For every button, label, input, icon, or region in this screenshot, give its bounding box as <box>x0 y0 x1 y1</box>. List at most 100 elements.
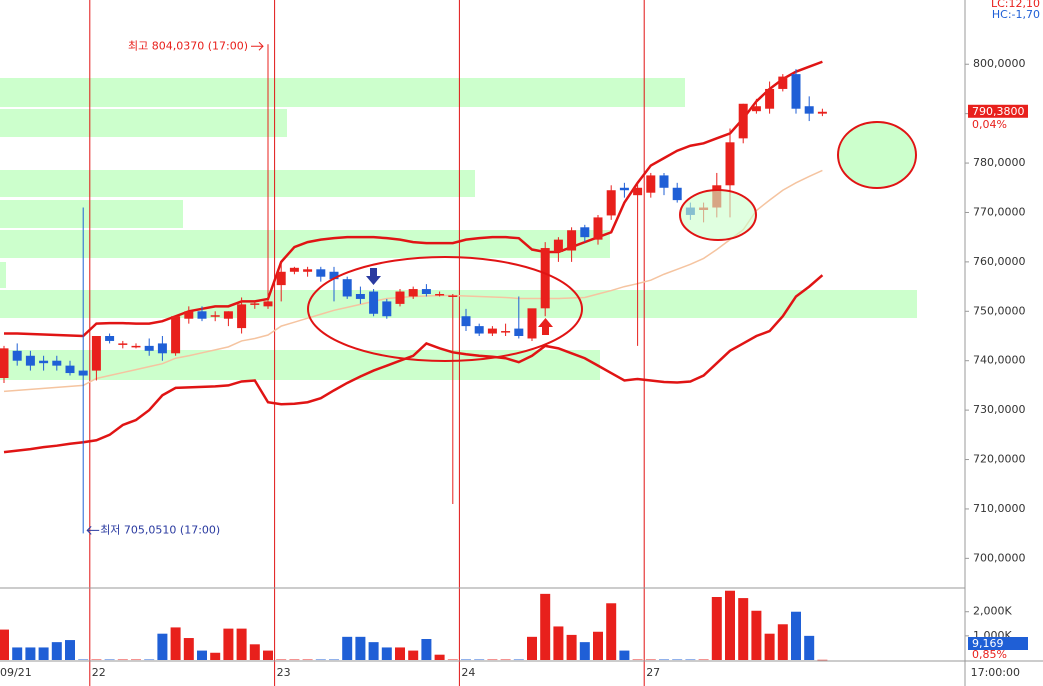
candle-body <box>250 303 260 305</box>
low-arrow <box>86 526 100 535</box>
y-tick-label: 710,0000 <box>973 502 1026 515</box>
hc-label: HC:-1,70 <box>992 8 1040 21</box>
x-tick-label: 23 <box>277 666 291 679</box>
zone <box>0 200 183 228</box>
volume-bar <box>698 659 709 661</box>
volume-bar <box>421 639 432 660</box>
candle-body <box>223 311 233 319</box>
volume-bar <box>236 628 247 660</box>
candle-body <box>672 187 682 201</box>
candle-body <box>105 336 115 341</box>
candle-body <box>553 239 563 252</box>
lc-label: LC:12,10 <box>991 0 1040 10</box>
volume-bar <box>804 635 815 660</box>
candle-body <box>197 311 207 319</box>
volume-bar <box>144 659 155 661</box>
volume-bar <box>78 659 89 661</box>
highlight-ellipse <box>837 121 917 189</box>
price-tag-box <box>968 104 1028 118</box>
volume-bar <box>579 642 590 660</box>
volume-bar <box>659 659 669 661</box>
candle-body <box>237 304 247 329</box>
low-annotation: 최저 705,0510 (17:00) <box>100 523 220 536</box>
y-tick-label: 780,0000 <box>973 156 1026 169</box>
volume-bar <box>672 659 683 661</box>
candle-body <box>78 370 88 376</box>
candle-body <box>474 326 484 334</box>
volume-tick-label: 2,000K <box>973 605 1012 618</box>
candle-body <box>593 217 603 240</box>
volume-bar <box>447 659 458 661</box>
volume-bar <box>408 650 419 660</box>
volume-bar <box>355 636 366 660</box>
volume-bar <box>725 590 735 660</box>
candle-body <box>514 328 524 336</box>
candle-body <box>633 187 643 196</box>
volume-bar <box>566 634 577 660</box>
high-annotation: 최고 804,0370 (17:00) <box>128 39 248 52</box>
volume-bar <box>91 659 102 661</box>
volume-bar <box>51 642 62 660</box>
y-tick-label: 720,0000 <box>973 453 1026 466</box>
volume-bar <box>38 647 49 660</box>
candle-body <box>580 227 590 238</box>
volume-bar <box>12 647 23 660</box>
volume-bar <box>117 659 128 661</box>
volume-bar <box>619 650 630 660</box>
x-tick-label: 27 <box>646 666 660 679</box>
highlight-ellipse <box>307 256 583 362</box>
volume-bar <box>197 650 207 660</box>
candle-body <box>619 187 629 191</box>
volume-bar <box>329 659 339 661</box>
candle-body <box>157 343 167 354</box>
volume-bar <box>500 659 511 661</box>
volume-bar <box>263 650 273 660</box>
candle-body <box>184 311 194 319</box>
volume-bar <box>711 597 722 660</box>
candle-body <box>263 301 273 307</box>
candle-body <box>118 343 128 345</box>
volume-bar <box>302 659 313 661</box>
volume-bar <box>461 659 471 661</box>
candle-body <box>421 289 431 294</box>
candle-body <box>303 269 313 272</box>
candle-body <box>210 315 220 317</box>
zone <box>0 290 917 318</box>
candle-body <box>646 175 656 193</box>
volume-bar <box>25 647 36 660</box>
volume-bar <box>249 644 260 660</box>
volume-bar <box>395 647 405 660</box>
overlay-line <box>4 60 823 338</box>
volume-tag-change: 0,85% <box>972 648 1007 661</box>
zone <box>0 170 475 197</box>
candle-body <box>791 74 801 109</box>
volume-bar <box>632 659 643 661</box>
volume-tag-label: 9,169 <box>972 637 1004 650</box>
candle-body <box>408 289 418 297</box>
candle-body <box>25 355 35 366</box>
candle-body <box>382 301 392 317</box>
y-tick-label: 800,0000 <box>973 57 1026 70</box>
price-tag-change: 0,04% <box>972 118 1007 131</box>
candle-body <box>501 331 511 333</box>
volume-bar <box>527 636 537 660</box>
volume-bar <box>606 603 617 660</box>
candle-body <box>804 106 814 114</box>
candle-body <box>751 106 761 112</box>
candle-body <box>738 103 748 139</box>
down-arrow <box>366 268 381 285</box>
y-tick-label: 770,0000 <box>973 205 1026 218</box>
volume-bar <box>170 627 181 660</box>
y-tick-label: 700,0000 <box>973 551 1026 564</box>
candle-body <box>65 365 75 374</box>
candle-body <box>395 291 405 304</box>
highlight-ellipse <box>679 189 757 241</box>
candle-body <box>567 230 577 251</box>
volume-bar <box>0 629 9 660</box>
volume-bar <box>276 659 287 661</box>
candle-body <box>144 345 154 351</box>
volume-bar <box>210 652 221 660</box>
candle-body <box>329 271 339 280</box>
candle-body <box>725 142 735 186</box>
